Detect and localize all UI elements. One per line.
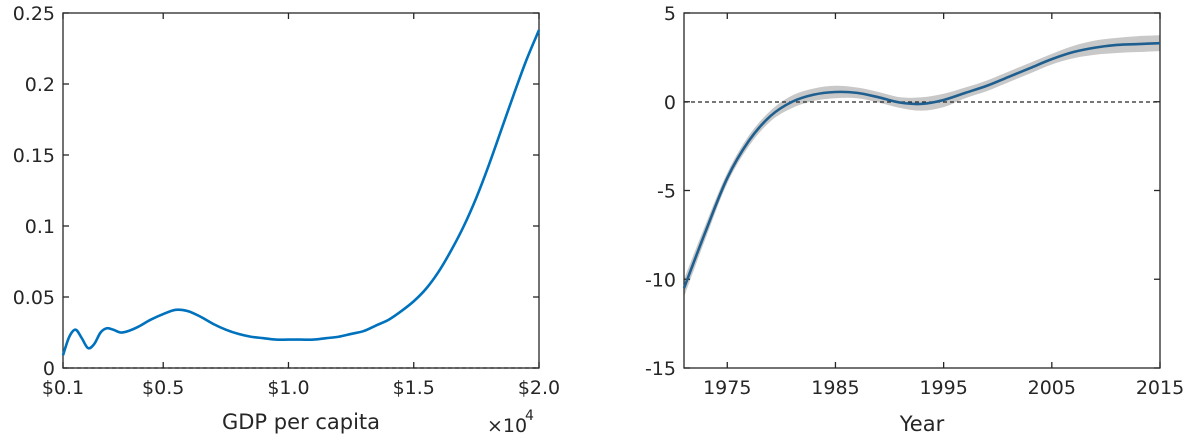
year-chart-panel: 1975 1985 1995 2005 2015 -15 -10 -5 0 5 Year (645, 3, 1184, 436)
gdp-chart-ytick-label: 0.05 (13, 287, 55, 309)
year-chart-frame (683, 12, 1161, 369)
year-chart-ytick-label: -15 (645, 358, 676, 380)
year-chart-xtick-label: 2015 (1136, 377, 1184, 399)
gdp-chart-xtick-label: $1.0 (267, 377, 309, 399)
gdp-chart-ytick-label: 0.25 (13, 3, 55, 25)
gdp-chart-exponent-power: 4 (525, 408, 534, 424)
gdp-chart-frame (62, 12, 540, 369)
year-chart-xtick-label: 1975 (703, 377, 751, 399)
year-chart-ytick-label: 5 (664, 3, 676, 25)
year-chart-ytick-label: 0 (664, 92, 676, 114)
gdp-chart-panel: $0.1 $0.5 $1.0 $1.5 $2.000.050.10.150.20.25 … (13, 3, 560, 437)
gdp-chart-xtick-label: $0.5 (142, 377, 184, 399)
gdp-chart-series-line (61, 29, 541, 356)
gdp-chart-xtick-label: $1.5 (393, 377, 435, 399)
year-chart-xtick-label: 1995 (919, 377, 967, 399)
year-chart-confidence-band (684, 35, 1160, 297)
gdp-chart-ytick-label: 0.15 (13, 145, 55, 167)
year-chart-ytick-label: -5 (657, 181, 676, 203)
gdp-chart-xtick-label: $0.1 (42, 377, 84, 399)
year-chart-xtick-label: 2005 (1028, 377, 1076, 399)
gdp-chart-exponent-label: ×10 (487, 415, 527, 437)
gdp-chart-xtick-label: $2.0 (518, 377, 560, 399)
gdp-chart-ytick-label: 0.2 (25, 74, 55, 96)
gdp-chart-ytick-label: 0.1 (25, 216, 55, 238)
year-chart-series-line (682, 41, 1161, 289)
gdp-chart-xlabel: GDP per capita (222, 410, 380, 434)
year-chart-xlabel: Year (899, 412, 945, 436)
year-chart-xtick-label: 1985 (811, 377, 859, 399)
year-chart-ytick-label: -10 (645, 269, 676, 291)
gdp-chart-ytick-label: 0 (43, 358, 55, 380)
